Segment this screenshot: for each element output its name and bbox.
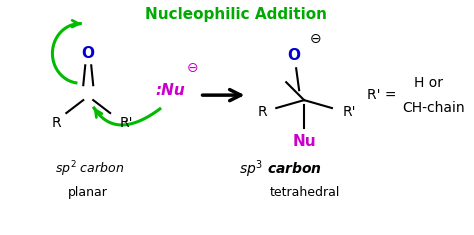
Text: $sp^3$ carbon: $sp^3$ carbon — [239, 159, 322, 180]
Text: O: O — [82, 46, 95, 61]
Text: R: R — [257, 105, 267, 119]
Text: Nu: Nu — [292, 134, 316, 149]
Text: $sp^2$ carbon: $sp^2$ carbon — [55, 160, 125, 180]
Text: R: R — [52, 116, 61, 130]
Text: ⊖: ⊖ — [187, 61, 199, 75]
Text: ⊖: ⊖ — [310, 31, 322, 45]
Text: CH-chain: CH-chain — [402, 101, 465, 115]
Text: tetrahedral: tetrahedral — [269, 186, 340, 199]
Text: Nucleophilic Addition: Nucleophilic Addition — [146, 7, 328, 22]
Text: R': R' — [119, 116, 133, 130]
Text: :Nu: :Nu — [155, 83, 185, 98]
Text: O: O — [288, 48, 301, 63]
Text: H or: H or — [414, 76, 443, 90]
Text: R' =: R' = — [367, 88, 396, 102]
Text: R': R' — [343, 105, 356, 119]
Text: planar: planar — [68, 186, 108, 199]
